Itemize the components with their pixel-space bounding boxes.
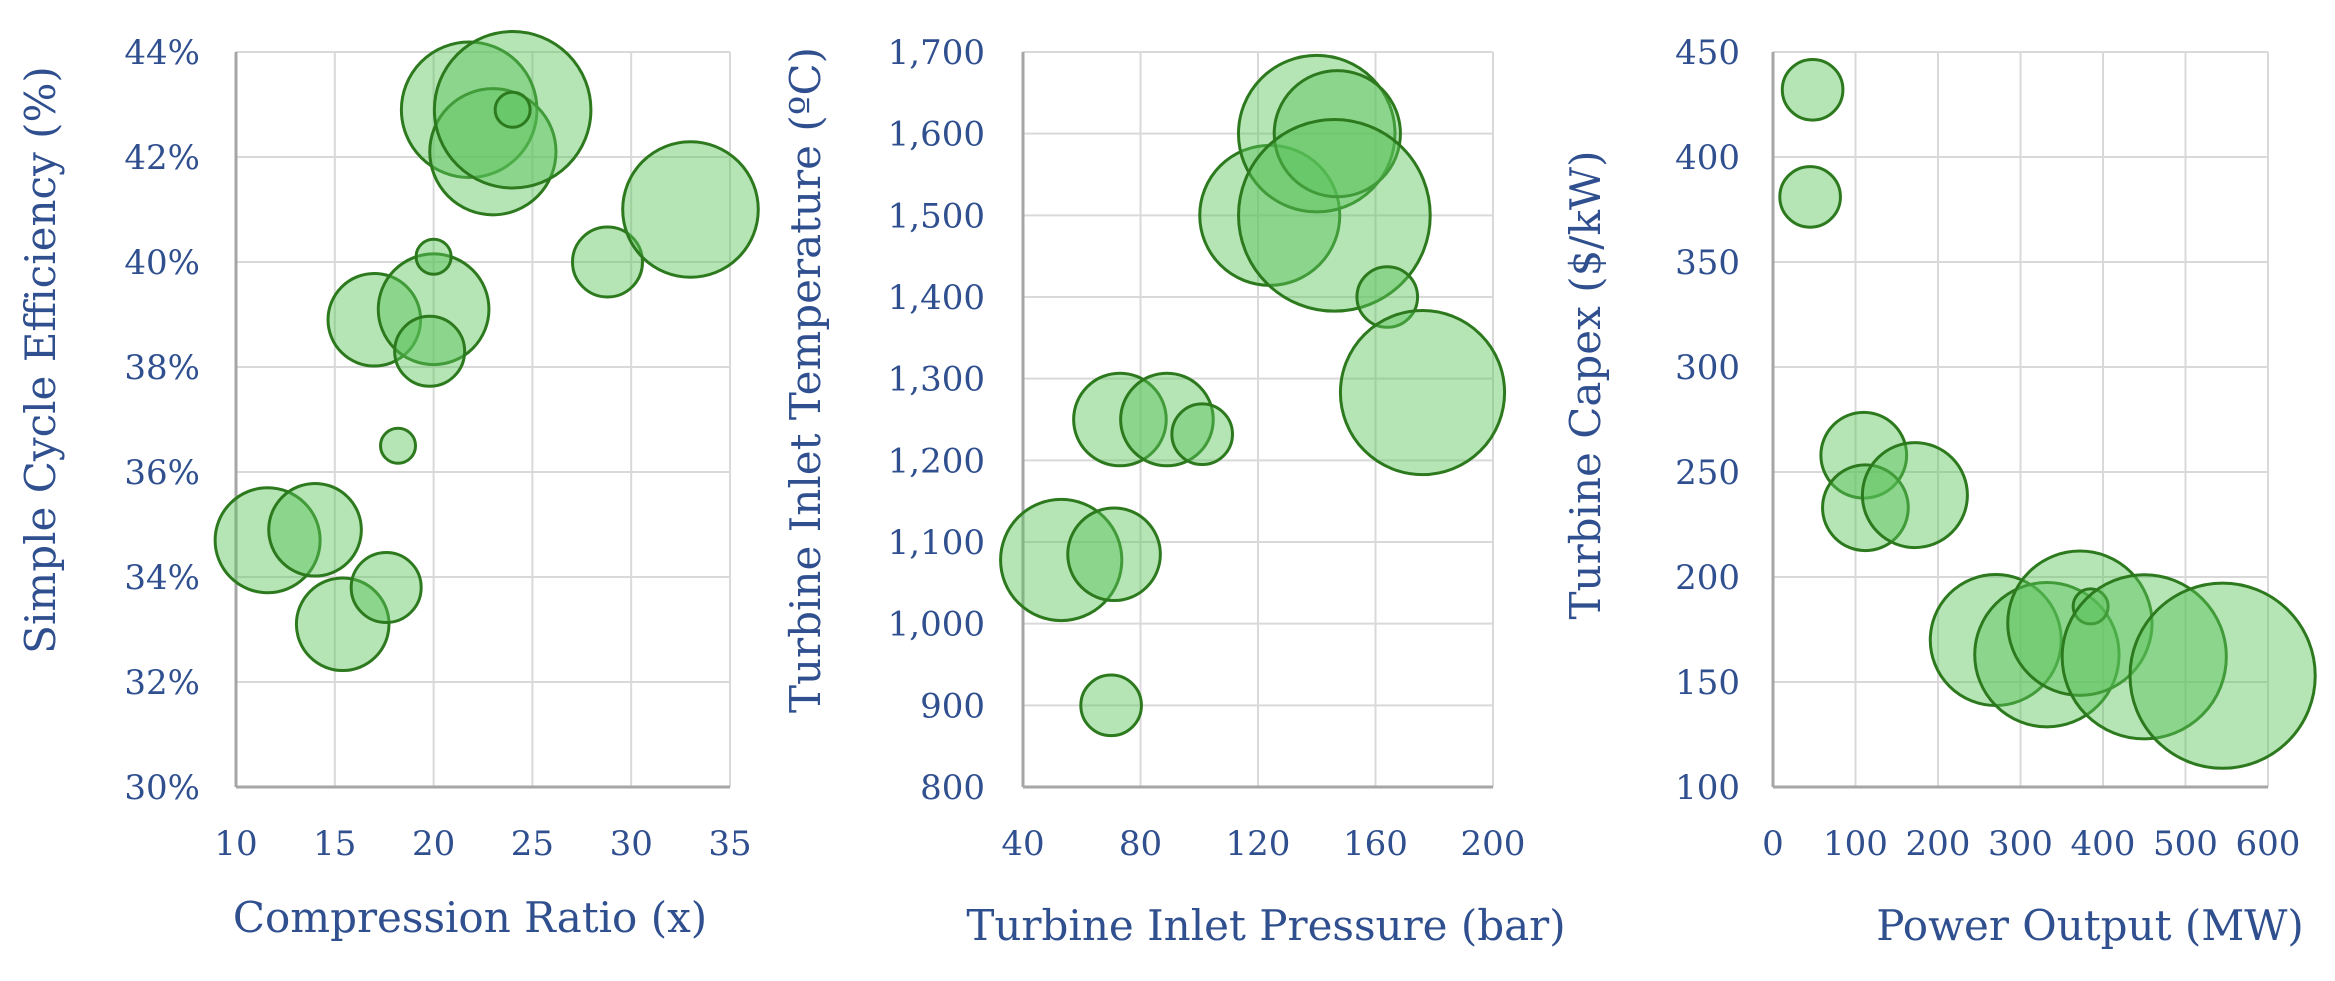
x-tick-label: 20 (412, 824, 455, 864)
x-tick-label: 0 (1762, 824, 1784, 864)
x-tick-label: 400 (2071, 824, 2136, 864)
y-tick-label: 38% (124, 348, 200, 388)
bubble-point (999, 497, 1124, 623)
y-tick-label: 1,600 (888, 115, 985, 155)
chart-panel-3: 100 150 200 250 300 350 400 450 0 100 200 300 400 500… (1561, 33, 2317, 950)
bubble-point (349, 551, 423, 624)
y-tick-label: 400 (1675, 138, 1740, 178)
bubble-point (2128, 581, 2317, 770)
y-tick-label: 1,500 (888, 196, 985, 236)
bubble-point (393, 314, 467, 388)
x-tick-label: 40 (1001, 824, 1044, 864)
y-tick-label: 36% (124, 453, 200, 493)
bubble-point (1237, 117, 1432, 313)
y-tick-label: 30% (124, 768, 200, 808)
bubble-point (326, 271, 423, 368)
bubble-point (570, 225, 644, 299)
bubble-point (1119, 371, 1215, 468)
x-tick-label: 100 (1823, 824, 1888, 864)
y-tick-label: 800 (920, 768, 985, 808)
chart-panel-2: 800 900 1,000 1,100 1,200 1,300 1,400 1,500 1,60… (781, 33, 1566, 950)
x-tick-label: 200 (1906, 824, 1971, 864)
bubble-point (414, 237, 453, 276)
y-axis-title: Simple Cycle Efficiency (%) (16, 66, 65, 654)
bubble-point (1780, 57, 1845, 122)
bubble-point (2071, 587, 2110, 626)
bubble-point (1973, 581, 2121, 729)
y-tick-label: 100 (1675, 768, 1740, 808)
y-tick-label: 1,400 (888, 278, 985, 318)
x-axis-title: Power Output (MW) (1876, 901, 2304, 950)
x-axis-title: Turbine Inlet Pressure (bar) (966, 901, 1565, 950)
bubble-point (379, 426, 418, 465)
x-axis-title: Compression Ratio (x) (233, 893, 707, 942)
y-tick-label: 44% (124, 33, 200, 73)
y-tick-label: 1,700 (888, 33, 985, 73)
bubble-point (213, 486, 322, 595)
y-tick-label: 42% (124, 138, 200, 178)
bubble-point (432, 29, 593, 190)
bubble-point (2060, 573, 2228, 741)
y-axis-title: Turbine Inlet Temperature (ºC) (781, 47, 830, 713)
y-tick-label: 1,200 (888, 441, 985, 481)
bubble-point (493, 90, 532, 129)
bubble-point (1079, 673, 1143, 738)
bubble-point (1821, 463, 1910, 553)
y-tick-label: 40% (124, 243, 200, 283)
y-tick-label: 32% (124, 663, 200, 703)
y-tick-label: 900 (920, 686, 985, 726)
y-tick-label: 34% (124, 558, 200, 598)
bubble-point (1778, 165, 1842, 229)
x-tick-label: 25 (511, 824, 554, 864)
x-tick-label: 120 (1226, 824, 1291, 864)
chart-panel-1: 30% 32% 34% 36% 38% 40% 42% 44% 10 15 20 25 30 35Comp… (16, 29, 760, 942)
bubble-point (399, 40, 539, 180)
bubble-point (428, 87, 558, 217)
bubble-point (1272, 69, 1402, 199)
bubble-point (621, 140, 760, 279)
x-tick-label: 15 (313, 824, 356, 864)
x-tick-label: 600 (2236, 824, 2301, 864)
bubble-point (294, 576, 391, 673)
y-tick-label: 1,000 (888, 605, 985, 645)
y-axis-title: Turbine Capex ($/kW) (1561, 151, 1610, 620)
bubble-point (1066, 506, 1162, 603)
bubble-point (2006, 549, 2154, 697)
y-tick-label: 150 (1675, 663, 1740, 703)
x-tick-label: 300 (1988, 824, 2053, 864)
bubble-point (1236, 53, 1397, 214)
x-tick-label: 160 (1343, 824, 1408, 864)
y-tick-label: 200 (1675, 558, 1740, 598)
x-tick-label: 30 (610, 824, 653, 864)
bubble-point (1860, 441, 1969, 550)
x-tick-label: 500 (2153, 824, 2218, 864)
x-tick-label: 200 (1461, 824, 1526, 864)
x-tick-label: 10 (214, 824, 257, 864)
y-tick-label: 1,100 (888, 523, 985, 563)
bubble-point (1338, 308, 1507, 477)
bubble-point (267, 481, 363, 578)
y-tick-label: 300 (1675, 348, 1740, 388)
y-tick-label: 250 (1675, 453, 1740, 493)
bubble-point (1170, 402, 1234, 467)
y-tick-label: 350 (1675, 243, 1740, 283)
y-tick-label: 450 (1675, 33, 1740, 73)
x-tick-label: 35 (708, 824, 751, 864)
y-tick-label: 1,300 (888, 360, 985, 400)
x-tick-label: 80 (1119, 824, 1162, 864)
